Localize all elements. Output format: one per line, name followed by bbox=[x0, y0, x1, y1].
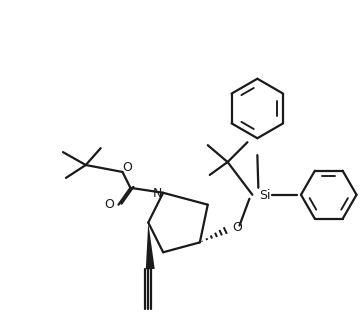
Polygon shape bbox=[146, 222, 155, 269]
Text: O: O bbox=[105, 198, 114, 211]
Text: O: O bbox=[122, 162, 132, 174]
Text: O: O bbox=[233, 221, 242, 234]
Text: Si: Si bbox=[260, 189, 271, 202]
Text: N: N bbox=[153, 187, 162, 200]
